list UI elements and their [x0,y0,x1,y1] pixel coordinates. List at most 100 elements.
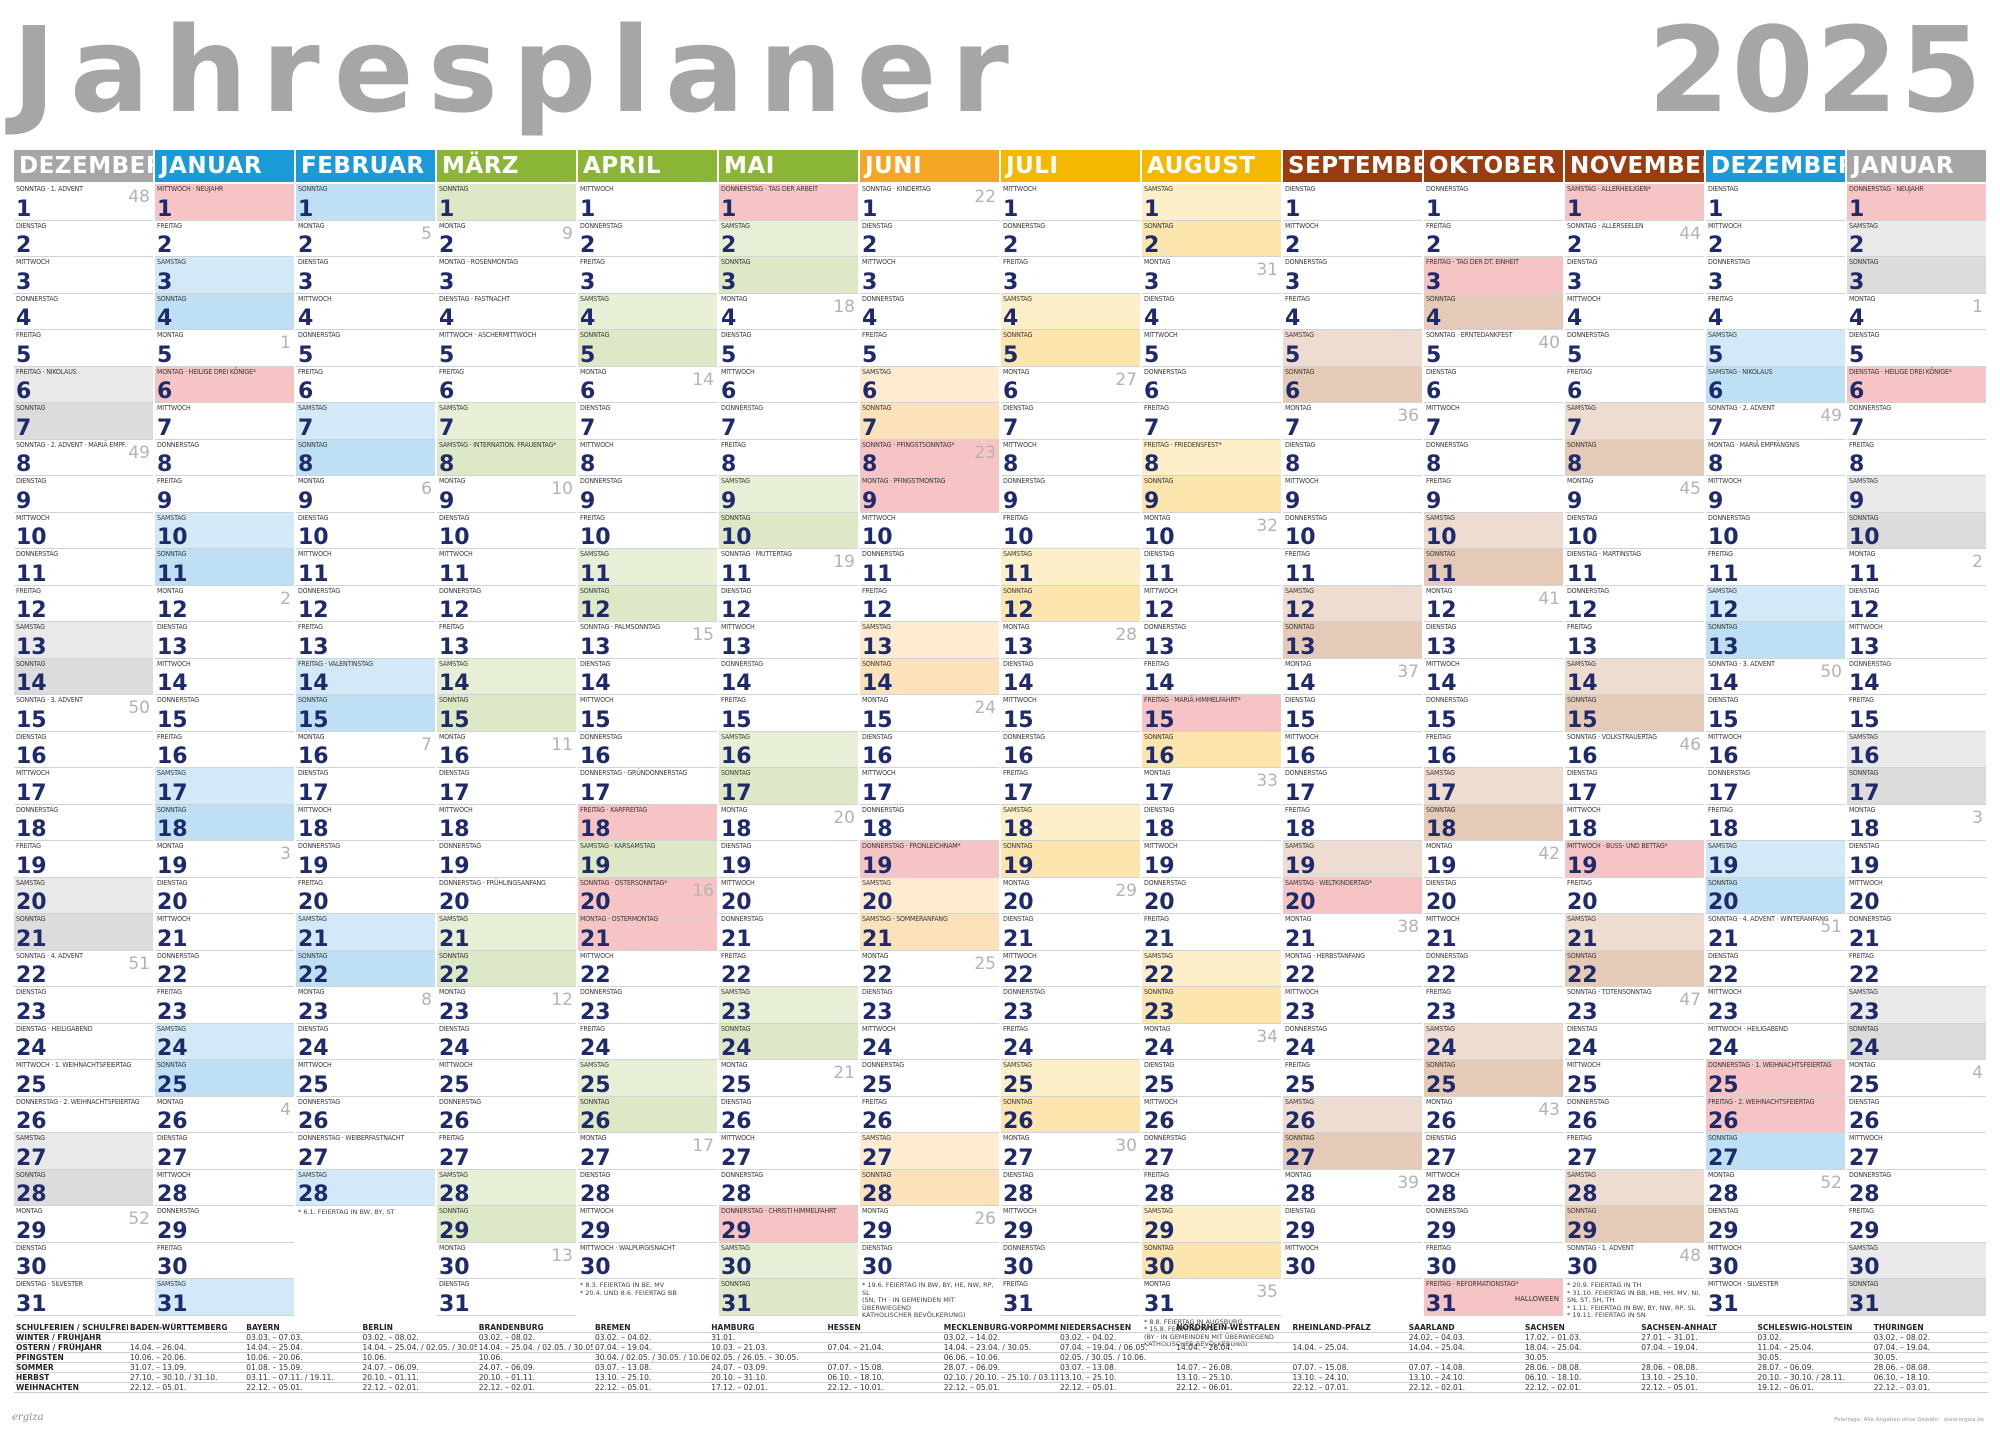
day-cell[interactable]: DONNERSTAG 28 [719,1170,858,1206]
day-cell[interactable]: MONTAG 25 4 [1847,1060,1986,1097]
day-cell[interactable]: DIENSTAG 16 [14,732,153,768]
day-cell[interactable]: DONNERSTAG 17 [1706,768,1845,805]
day-cell[interactable]: DONNERSTAG 3 [1283,257,1422,294]
day-cell[interactable]: MITTWOCH 12 [1142,586,1281,622]
day-cell[interactable]: SAMSTAG 5 [1283,330,1422,367]
day-cell[interactable]: MONTAG 3 31 [1142,257,1281,294]
day-cell[interactable]: DIENSTAG 24 [296,1024,435,1060]
day-cell[interactable]: MITTWOCH · 1. WEIHNACHTSFEIERTAG 25 [14,1060,153,1097]
day-cell[interactable]: DIENSTAG 14 [1001,659,1140,695]
day-cell[interactable]: SAMSTAG 12 [1706,585,1845,622]
day-cell[interactable]: DONNERSTAG 12 [1565,586,1704,622]
day-cell[interactable]: FREITAG 9 [155,476,294,513]
day-cell[interactable]: MONTAG · ROSENMONTAG 3 [437,257,576,294]
day-cell[interactable]: DONNERSTAG 30 [1001,1243,1140,1279]
day-cell[interactable]: SONNTAG 22 [296,950,435,987]
day-cell[interactable]: MITTWOCH 10 [14,513,153,549]
day-cell[interactable]: DONNERSTAG 18 [14,805,153,841]
day-cell[interactable]: SONNTAG · 3. ADVENT 15 50 [14,695,153,732]
day-cell[interactable]: DONNERSTAG 23 [1001,987,1140,1024]
day-cell[interactable]: MITTWOCH 23 [1706,987,1845,1024]
day-cell[interactable]: DIENSTAG 7 [578,403,717,440]
day-cell[interactable]: SAMSTAG · NIKOLAUS 6 [1706,366,1845,403]
day-cell[interactable]: MITTWOCH 27 [1847,1133,1986,1170]
day-cell[interactable]: SONNTAG · 1. ADVENT 30 48 [1565,1243,1704,1279]
day-cell[interactable]: DIENSTAG 15 [1283,695,1422,732]
day-cell[interactable]: FREITAG 24 [1001,1024,1140,1060]
day-cell[interactable]: SONNTAG 3 [1847,257,1986,294]
day-cell[interactable]: MITTWOCH 30 [1283,1243,1422,1279]
day-cell[interactable]: MITTWOCH 23 [1283,987,1422,1024]
day-cell[interactable]: MONTAG 20 29 [1001,878,1140,914]
day-cell[interactable]: SAMSTAG 24 [1424,1023,1563,1060]
day-cell[interactable]: SAMSTAG 21 [437,914,576,951]
day-cell[interactable]: MITTWOCH 20 [1847,878,1986,914]
day-cell[interactable]: SAMSTAG · INTERNATION. FRAUENTAG* 8 [437,439,576,476]
day-cell[interactable]: FREITAG 13 [437,622,576,659]
day-cell[interactable]: FREITAG 15 [719,695,858,732]
day-cell[interactable]: MITTWOCH 18 [296,805,435,841]
day-cell[interactable]: SONNTAG · OSTERSONNTAG* 20 16 [578,877,717,914]
day-cell[interactable]: SAMSTAG 14 [1565,658,1704,695]
day-cell[interactable]: DONNERSTAG 7 [719,403,858,440]
day-cell[interactable]: MITTWOCH 8 [578,440,717,476]
day-cell[interactable]: SONNTAG 7 [860,403,999,440]
day-cell[interactable]: SAMSTAG 7 [437,403,576,440]
day-cell[interactable]: MITTWOCH 17 [860,768,999,805]
day-cell[interactable]: DONNERSTAG 25 [860,1060,999,1097]
day-cell[interactable]: FREITAG 6 [1565,367,1704,403]
day-cell[interactable]: SONNTAG 2 [1142,220,1281,257]
day-cell[interactable]: SAMSTAG 5 [1706,330,1845,367]
day-cell[interactable]: SAMSTAG 3 [155,257,294,294]
day-cell[interactable]: DONNERSTAG 15 [155,695,294,732]
day-cell[interactable]: MITTWOCH 28 [1424,1170,1563,1206]
day-cell[interactable]: DIENSTAG 7 [1001,403,1140,440]
day-cell[interactable]: SAMSTAG 21 [1565,914,1704,951]
day-cell[interactable]: SONNTAG 15 [296,695,435,732]
day-cell[interactable]: DONNERSTAG 3 [1706,257,1845,294]
day-cell[interactable]: MITTWOCH 18 [437,805,576,841]
day-cell[interactable]: FREITAG 27 [437,1133,576,1170]
day-cell[interactable]: DIENSTAG 17 [437,768,576,805]
day-cell[interactable]: SONNTAG 22 [437,950,576,987]
day-cell[interactable]: SONNTAG · 2. ADVENT 7 49 [1706,403,1845,440]
day-cell[interactable]: MITTWOCH 21 [155,914,294,951]
day-cell[interactable]: MONTAG 14 37 [1283,659,1422,695]
day-cell[interactable]: MONTAG 25 21 [719,1060,858,1097]
day-cell[interactable]: DONNERSTAG · 2. WEIHNACHTSFEIERTAG 26 [14,1097,153,1133]
day-cell[interactable]: FREITAG 2 [155,221,294,257]
day-cell[interactable]: SAMSTAG 23 [719,987,858,1024]
day-cell[interactable]: DONNERSTAG 19 [437,841,576,878]
day-cell[interactable]: MONTAG 17 33 [1142,768,1281,805]
day-cell[interactable]: SAMSTAG 7 [296,403,435,440]
day-cell[interactable]: DIENSTAG 8 [1283,440,1422,476]
day-cell[interactable]: FREITAG 6 [296,367,435,403]
day-cell[interactable]: SONNTAG 28 [860,1169,999,1206]
day-cell[interactable]: FREITAG · NIKOLAUS 6 [14,366,153,403]
day-cell[interactable]: SAMSTAG 31 [155,1279,294,1316]
day-cell[interactable]: FREITAG 23 [1424,987,1563,1024]
day-cell[interactable]: MITTWOCH 3 [14,257,153,294]
day-cell[interactable]: MITTWOCH · HEILIGABEND 24 [1706,1024,1845,1060]
day-cell[interactable]: MONTAG 22 25 [860,951,999,987]
day-cell[interactable]: DONNERSTAG 15 [1424,695,1563,732]
day-cell[interactable]: MITTWOCH 1 [1001,184,1140,221]
day-cell[interactable]: MITTWOCH · ASCHERMITTWOCH 5 [437,330,576,367]
day-cell[interactable]: DIENSTAG 13 [1424,622,1563,659]
day-cell[interactable]: SONNTAG 13 [1706,622,1845,659]
day-cell[interactable]: DONNERSTAG 10 [1283,513,1422,549]
day-cell[interactable]: SAMSTAG 14 [437,658,576,695]
day-cell[interactable]: DIENSTAG 24 [437,1024,576,1060]
day-cell[interactable]: FREITAG 13 [296,622,435,659]
day-cell[interactable]: SONNTAG · 3. ADVENT 14 50 [1706,659,1845,695]
day-cell[interactable]: DONNERSTAG 11 [860,549,999,586]
day-cell[interactable]: FREITAG 5 [860,330,999,367]
day-cell[interactable]: DIENSTAG 3 [296,257,435,294]
day-cell[interactable]: DONNERSTAG 26 [296,1097,435,1133]
day-cell[interactable]: DIENSTAG 20 [1424,878,1563,914]
day-cell[interactable]: MITTWOCH 16 [1283,732,1422,768]
day-cell[interactable]: SONNTAG 8 [296,439,435,476]
day-cell[interactable]: DONNERSTAG 19 [296,841,435,878]
day-cell[interactable]: SONNTAG · 2. ADVENT · MARIÄ EMPF. 8 49 [14,440,153,476]
day-cell[interactable]: DONNERSTAG 12 [437,586,576,622]
